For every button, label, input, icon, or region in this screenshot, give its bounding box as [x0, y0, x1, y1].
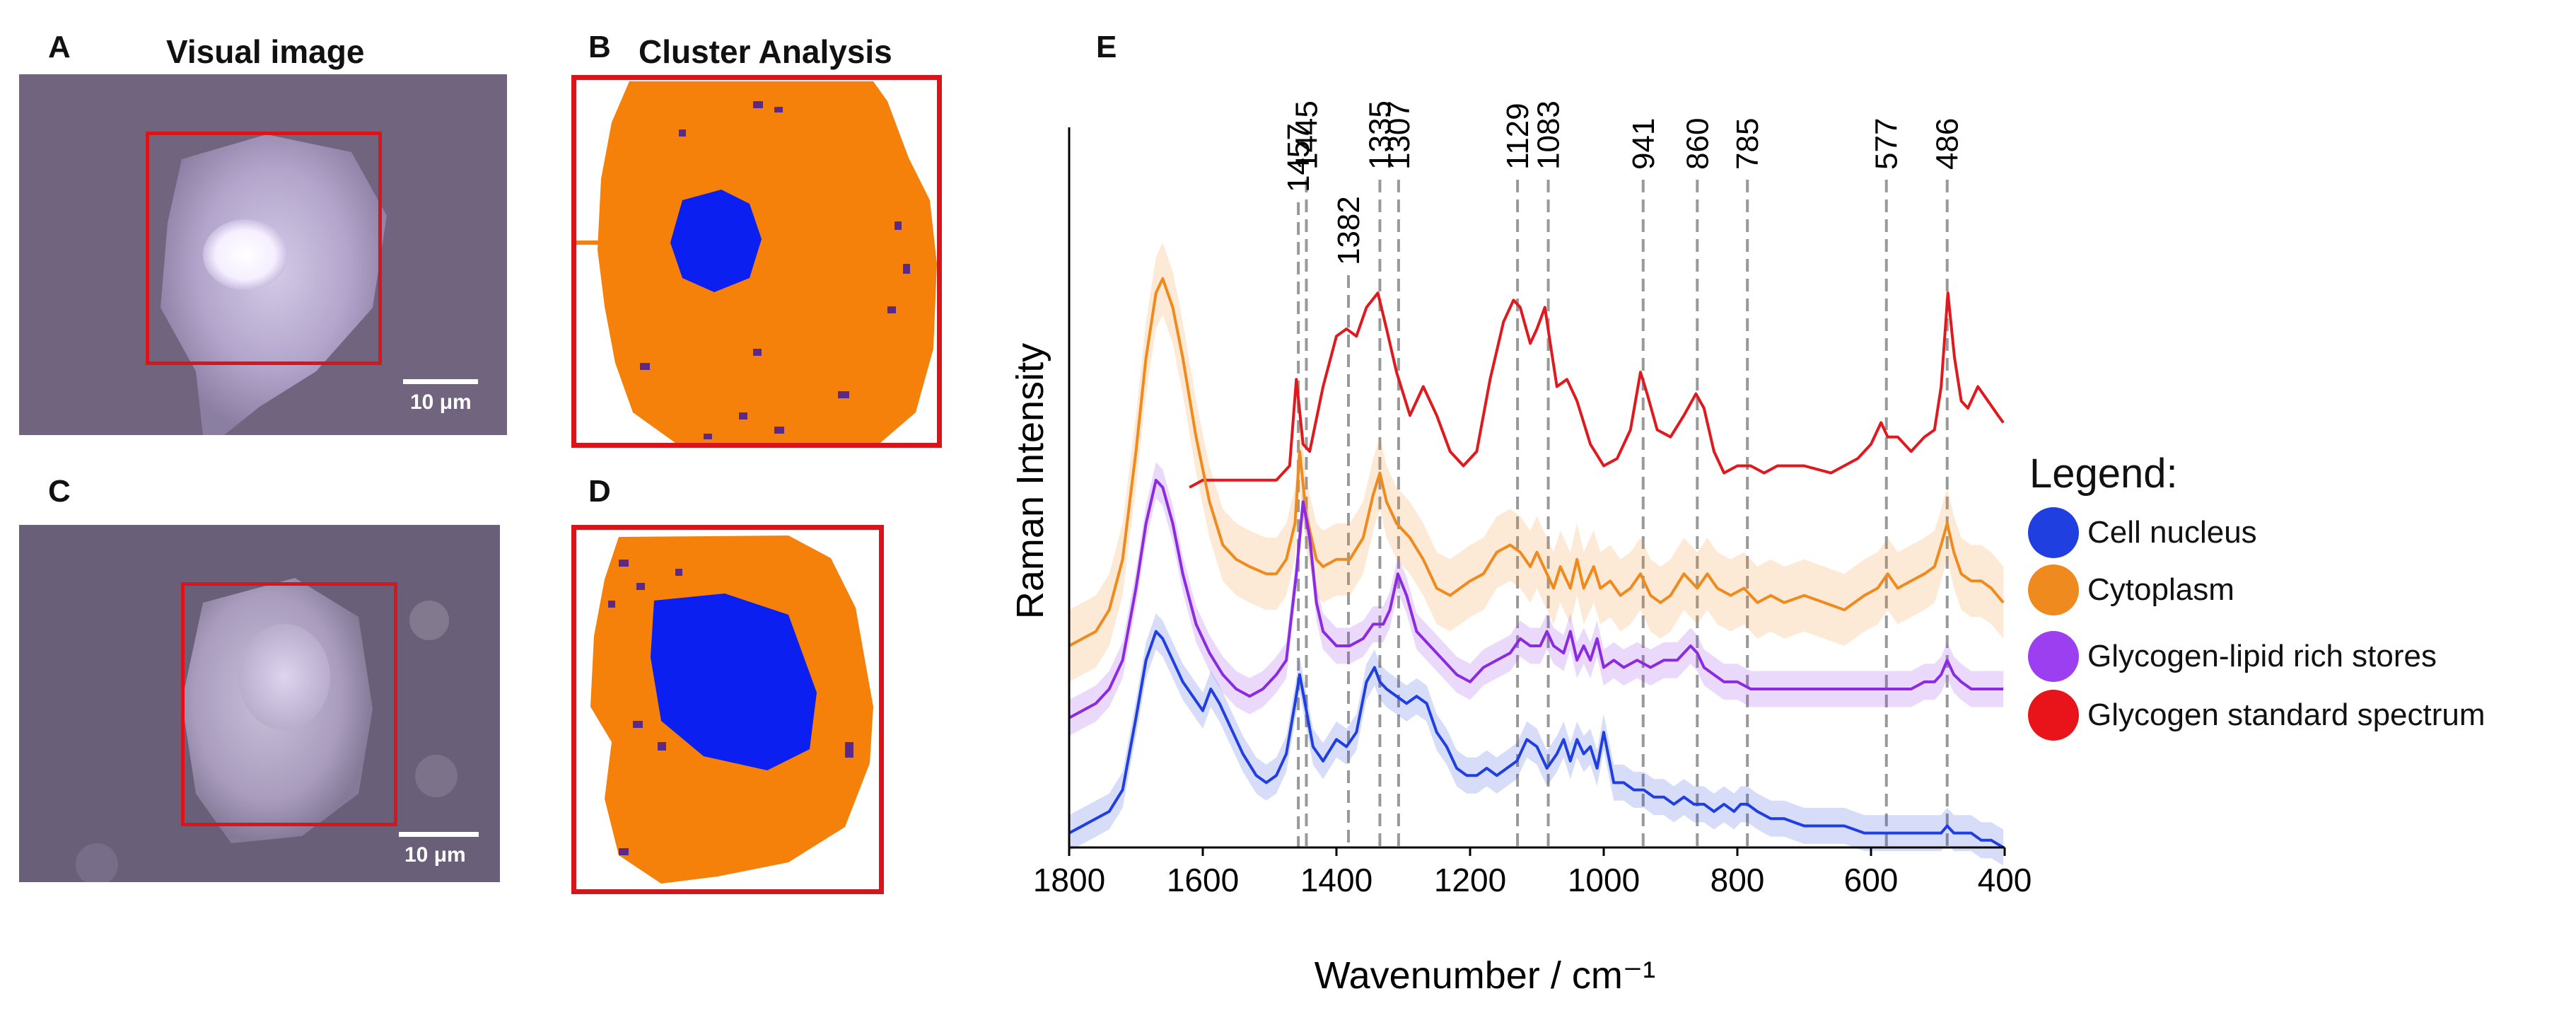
- peak-label: 486: [1930, 118, 1965, 170]
- peak-label: 1445: [1289, 100, 1324, 170]
- x-tick-label: 1200: [1434, 862, 1506, 898]
- peak-label: 1382: [1331, 196, 1366, 265]
- peak-label: 1335: [1363, 100, 1397, 170]
- peak-label: 1457: [1281, 123, 1316, 192]
- series-line: [1068, 277, 2005, 647]
- roi-frame-c: [181, 582, 397, 826]
- peak-label: 941: [1626, 118, 1661, 170]
- peak-label: 1083: [1532, 100, 1566, 170]
- series-line: [1189, 291, 2005, 489]
- legend-label: Cell nucleus: [2087, 515, 2257, 550]
- y-axis-label: Raman Intensity: [1009, 343, 1051, 619]
- roi-frame-a: [146, 132, 382, 365]
- legend-label: Glycogen standard spectrum: [2087, 697, 2485, 732]
- scale-label-c: 10 μm: [404, 843, 466, 867]
- x-tick-label: 1400: [1300, 862, 1372, 898]
- series-line: [1068, 630, 2005, 849]
- cluster-map-d: [571, 525, 884, 894]
- legend-swatch-glycogen-lipid: [2028, 631, 2079, 682]
- x-tick-label: 1800: [1033, 862, 1105, 898]
- panel-letter-e: E: [1096, 30, 1117, 64]
- peak-label: 785: [1730, 118, 1765, 170]
- panel-b-title: Cluster Analysis: [639, 33, 892, 70]
- peak-label: 1129: [1500, 103, 1535, 170]
- x-axis-label: Wavenumber / cm⁻¹: [1315, 954, 1656, 997]
- legend-swatch-nucleus: [2028, 507, 2079, 558]
- legend-swatch-glycogen-standard: [2028, 690, 2079, 741]
- peak-label: 860: [1680, 118, 1715, 170]
- legend-label: Cytoplasm: [2087, 572, 2234, 607]
- scale-label-a: 10 μm: [410, 390, 472, 414]
- panel-letter-a: A: [48, 30, 71, 64]
- legend-item-glycogen-standard: Glycogen standard spectrum: [2028, 690, 2485, 741]
- scale-bar-a: [403, 379, 478, 384]
- peak-label: 577: [1870, 118, 1904, 170]
- series-line: [1068, 478, 2004, 719]
- scale-bar-c: [399, 832, 479, 837]
- x-tick-label: 600: [1844, 862, 1899, 898]
- x-tick-label: 800: [1710, 862, 1765, 898]
- legend-item-glycogen-lipid: Glycogen-lipid rich stores: [2028, 631, 2437, 682]
- panel-letter-d: D: [588, 474, 611, 509]
- microscope-image-c: [19, 525, 500, 882]
- legend-title: Legend:: [2029, 451, 2178, 497]
- legend-item-cytoplasm: Cytoplasm: [2028, 565, 2234, 615]
- series-error-band: [1069, 613, 2004, 866]
- x-tick-label: 1000: [1568, 862, 1640, 898]
- cluster-map-b: [571, 75, 942, 448]
- peak-label: 1307: [1382, 100, 1416, 170]
- series-error-band: [1069, 242, 2004, 682]
- legend-swatch-cytoplasm: [2028, 565, 2079, 615]
- legend-label: Glycogen-lipid rich stores: [2087, 639, 2437, 673]
- legend-item-cell-nucleus: Cell nucleus: [2028, 507, 2257, 558]
- x-tick-label: 1600: [1167, 862, 1239, 898]
- panel-letter-b: B: [588, 30, 611, 64]
- raman-spectra-chart: 1800 1600 1400 1200 1000 800 600 400 1457144513…: [1009, 100, 2032, 997]
- panel-letter-c: C: [48, 474, 71, 509]
- panel-a-title: Visual image: [166, 33, 365, 70]
- x-tick-label: 400: [1978, 862, 2032, 898]
